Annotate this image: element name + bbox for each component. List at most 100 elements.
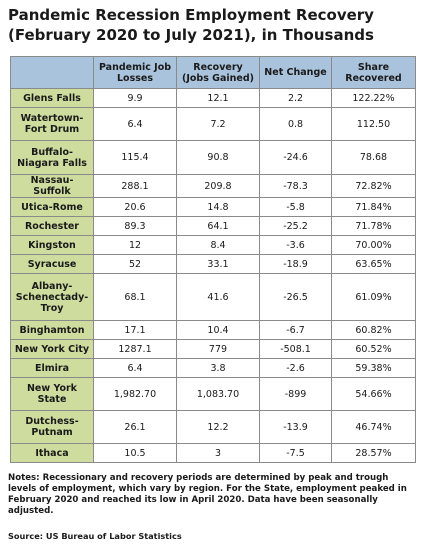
table-row: Watertown-Fort Drum 6.4 7.2 0.8 112.50 (10, 107, 416, 141)
net-cell: -24.6 (259, 140, 332, 175)
table-row: Buffalo-Niagara Falls 115.4 90.8 -24.6 78.68 (10, 140, 416, 175)
chart-title: Pandemic Recession Employment Recovery (… (8, 6, 374, 44)
share-cell: 60.52% (331, 339, 416, 359)
net-cell: 2.2 (259, 88, 332, 108)
losses-cell: 288.1 (93, 174, 177, 198)
region-cell: Elmira (10, 358, 94, 378)
losses-cell: 6.4 (93, 358, 177, 378)
region-cell: Utica-Rome (10, 197, 94, 217)
net-cell: -3.6 (259, 235, 332, 255)
losses-cell: 10.5 (93, 443, 177, 463)
share-cell: 71.84% (331, 197, 416, 217)
recovery-cell: 779 (176, 339, 260, 359)
header-cell-share: Share Recovered (331, 56, 416, 89)
losses-cell: 1287.1 (93, 339, 177, 359)
recovery-cell: 8.4 (176, 235, 260, 255)
table-row: Albany-Schenectady-Troy 68.1 41.6 -26.5 61.0… (10, 273, 416, 321)
recovery-cell: 3 (176, 443, 260, 463)
net-cell: -5.8 (259, 197, 332, 217)
region-cell: Albany-Schenectady-Troy (10, 273, 94, 321)
recovery-cell: 41.6 (176, 273, 260, 321)
region-cell: Buffalo-Niagara Falls (10, 140, 94, 175)
recovery-cell: 12.1 (176, 88, 260, 108)
table-body: Glens Falls 9.9 12.1 2.2 122.22% Watertown-Fo… (10, 88, 416, 463)
share-cell: 72.82% (331, 174, 416, 198)
losses-cell: 20.6 (93, 197, 177, 217)
table-header-row: Pandemic Job Losses Recovery (Jobs Gaine… (10, 56, 416, 89)
losses-cell: 68.1 (93, 273, 177, 321)
table-row: Elmira 6.4 3.8 -2.6 59.38% (10, 358, 416, 378)
region-cell: New York State (10, 377, 94, 411)
region-cell: Nassau-Suffolk (10, 174, 94, 198)
table-row: Ithaca 10.5 3 -7.5 28.57% (10, 443, 416, 463)
share-cell: 122.22% (331, 88, 416, 108)
region-cell: Kingston (10, 235, 94, 255)
header-cell-recovery: Recovery (Jobs Gained) (176, 56, 260, 89)
table-row: Glens Falls 9.9 12.1 2.2 122.22% (10, 88, 416, 108)
recovery-cell: 90.8 (176, 140, 260, 175)
losses-cell: 52 (93, 254, 177, 274)
region-cell: Rochester (10, 216, 94, 236)
losses-cell: 115.4 (93, 140, 177, 175)
data-table: Pandemic Job Losses Recovery (Jobs Gaine… (10, 56, 416, 463)
region-cell: Dutchess-Putnam (10, 410, 94, 444)
recovery-cell: 7.2 (176, 107, 260, 141)
recovery-cell: 33.1 (176, 254, 260, 274)
share-cell: 46.74% (331, 410, 416, 444)
recovery-cell: 209.8 (176, 174, 260, 198)
losses-cell: 9.9 (93, 88, 177, 108)
region-cell: Syracuse (10, 254, 94, 274)
table-row: Syracuse 52 33.1 -18.9 63.65% (10, 254, 416, 274)
losses-cell: 17.1 (93, 320, 177, 340)
recovery-cell: 3.8 (176, 358, 260, 378)
losses-cell: 26.1 (93, 410, 177, 444)
table-row: New York City 1287.1 779 -508.1 60.52% (10, 339, 416, 359)
table-row: Dutchess-Putnam 26.1 12.2 -13.9 46.74% (10, 410, 416, 444)
recovery-cell: 12.2 (176, 410, 260, 444)
net-cell: -899 (259, 377, 332, 411)
share-cell: 63.65% (331, 254, 416, 274)
recovery-cell: 10.4 (176, 320, 260, 340)
region-cell: New York City (10, 339, 94, 359)
table-row: Binghamton 17.1 10.4 -6.7 60.82% (10, 320, 416, 340)
region-cell: Ithaca (10, 443, 94, 463)
share-cell: 61.09% (331, 273, 416, 321)
recovery-cell: 1,083.70 (176, 377, 260, 411)
share-cell: 112.50 (331, 107, 416, 141)
share-cell: 70.00% (331, 235, 416, 255)
losses-cell: 89.3 (93, 216, 177, 236)
table-row: Utica-Rome 20.6 14.8 -5.8 71.84% (10, 197, 416, 217)
losses-cell: 1,982.70 (93, 377, 177, 411)
share-cell: 78.68 (331, 140, 416, 175)
share-cell: 54.66% (331, 377, 416, 411)
share-cell: 28.57% (331, 443, 416, 463)
net-cell: -25.2 (259, 216, 332, 236)
region-cell: Glens Falls (10, 88, 94, 108)
net-cell: -18.9 (259, 254, 332, 274)
header-cell-net: Net Change (259, 56, 332, 89)
share-cell: 71.78% (331, 216, 416, 236)
net-cell: -26.5 (259, 273, 332, 321)
header-cell-region (10, 56, 94, 89)
table-row: New York State 1,982.70 1,083.70 -899 54.66% (10, 377, 416, 411)
net-cell: -508.1 (259, 339, 332, 359)
header-cell-losses: Pandemic Job Losses (93, 56, 177, 89)
region-cell: Watertown-Fort Drum (10, 107, 94, 141)
source-text: Source: US Bureau of Labor Statistics (8, 531, 182, 541)
table-row: Nassau-Suffolk 288.1 209.8 -78.3 72.82% (10, 174, 416, 198)
recovery-cell: 64.1 (176, 216, 260, 236)
share-cell: 60.82% (331, 320, 416, 340)
region-cell: Binghamton (10, 320, 94, 340)
losses-cell: 6.4 (93, 107, 177, 141)
net-cell: -7.5 (259, 443, 332, 463)
losses-cell: 12 (93, 235, 177, 255)
net-cell: 0.8 (259, 107, 332, 141)
table-row: Kingston 12 8.4 -3.6 70.00% (10, 235, 416, 255)
recovery-cell: 14.8 (176, 197, 260, 217)
net-cell: -13.9 (259, 410, 332, 444)
notes-text: Notes: Recessionary and recovery periods… (8, 473, 407, 516)
net-cell: -78.3 (259, 174, 332, 198)
net-cell: -2.6 (259, 358, 332, 378)
share-cell: 59.38% (331, 358, 416, 378)
